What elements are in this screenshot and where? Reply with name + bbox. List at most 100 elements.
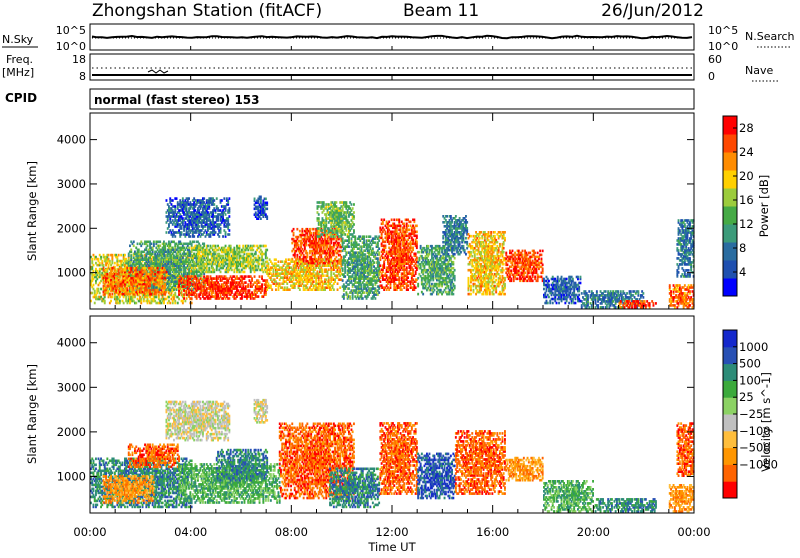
range-gate-cell [164,283,166,286]
range-gate-cell [254,275,256,278]
range-gate-cell [183,297,185,300]
range-gate-cell [197,271,199,274]
range-gate-cell [157,267,159,270]
range-gate-cell [137,289,139,292]
range-gate-cell [260,217,262,220]
range-gate-cell [133,245,135,248]
range-gate-cell [299,288,301,291]
range-gate-cell [298,244,300,247]
range-gate-cell [228,215,230,218]
nave-tick-bottom: 0 [708,70,715,83]
range-gate-cell [260,245,262,248]
range-gate-cell [245,275,247,278]
range-gate-cell [183,293,185,296]
range-gate-cell [181,231,183,234]
range-gate-cell [310,232,312,235]
range-gate-cell [99,292,101,295]
freq-unit: [MHz] [2,66,34,79]
range-gate-cell [191,287,193,290]
range-gate-cell [313,228,315,231]
date-title: 26/Jun/2012 [601,1,704,21]
range-gate-cell [293,232,295,235]
range-gate-cell [123,293,125,296]
range-gate-cell [221,199,223,202]
range-gate-cell [174,235,176,238]
power-heatmap [90,196,695,309]
range-gate-cell [114,269,116,272]
range-gate-cell [98,258,100,261]
range-gate-cell [337,288,339,291]
range-gate-cell [166,231,168,234]
range-gate-cell [172,199,174,202]
range-gate-cell [313,280,315,283]
range-gate-cell [184,275,186,278]
range-gate-cell [144,267,146,270]
nave-tick-top: 60 [708,53,722,66]
range-gate-cell [247,283,249,286]
range-gate-cell [228,197,230,200]
range-gate-cell [260,196,262,199]
range-gate-cell [182,257,184,260]
range-gate-cell [153,241,155,244]
range-gate-cell [162,281,164,284]
range-gate-cell [94,302,96,305]
range-gate-cell [122,269,124,272]
cpid-label: CPID [5,91,37,105]
range-gate-cell [191,297,193,300]
range-gate-cell [215,231,217,234]
range-gate-cell [181,291,183,294]
range-gate-cell [203,245,205,248]
range-gate-cell [194,267,196,270]
range-gate-cell [252,249,254,252]
range-gate-cell [166,291,168,294]
range-gate-cell [184,300,186,303]
range-gate-cell [106,273,108,276]
freq-tick-bottom: 8 [79,70,86,83]
range-gate-cell [296,228,298,231]
range-gate-cell [154,267,156,270]
range-gate-cell [299,230,301,233]
range-gate-cell [225,231,227,234]
range-gate-cell [266,208,268,211]
range-gate-cell [99,262,101,265]
range-gate-cell [93,270,95,273]
range-gate-cell [213,203,215,206]
range-gate-cell [174,276,176,279]
range-gate-cell [249,289,251,292]
nsky-tick-top: 10^5 [56,24,86,37]
range-gate-cell [91,292,93,295]
range-gate-cell [169,302,171,305]
range-gate-cell [128,258,130,261]
range-gate-cell [222,255,224,258]
range-gate-cell [340,256,342,259]
range-gate-cell [100,256,102,259]
range-gate-cell [124,254,126,257]
freq-tick-top: 18 [72,53,86,66]
range-gate-cell [188,197,190,200]
range-gate-cell [270,284,272,287]
range-gate-cell [194,263,196,266]
range-gate-cell [239,245,241,248]
range-gate-cell [198,251,200,254]
range-gate-cell [111,296,113,299]
range-gate-cell [130,255,132,258]
range-gate-cell [255,265,257,268]
range-gate-cell [186,297,188,300]
range-gate-cell [135,302,137,305]
range-gate-cell [333,288,335,291]
range-gate-cell [159,245,161,248]
range-gate-cell [108,267,110,270]
range-gate-cell [296,254,298,257]
range-gate-cell [103,264,105,267]
range-gate-cell [119,300,121,303]
nsky-tick-bottom: 10^0 [56,40,86,53]
range-gate-cell [111,254,113,257]
range-gate-cell [275,288,277,291]
range-gate-cell [322,258,324,261]
range-gate-cell [98,288,100,291]
cpid-text: normal (fast stereo) 153 [94,93,260,107]
range-gate-cell [335,256,337,259]
range-gate-cell [149,257,151,260]
range-gate-cell [174,300,176,303]
